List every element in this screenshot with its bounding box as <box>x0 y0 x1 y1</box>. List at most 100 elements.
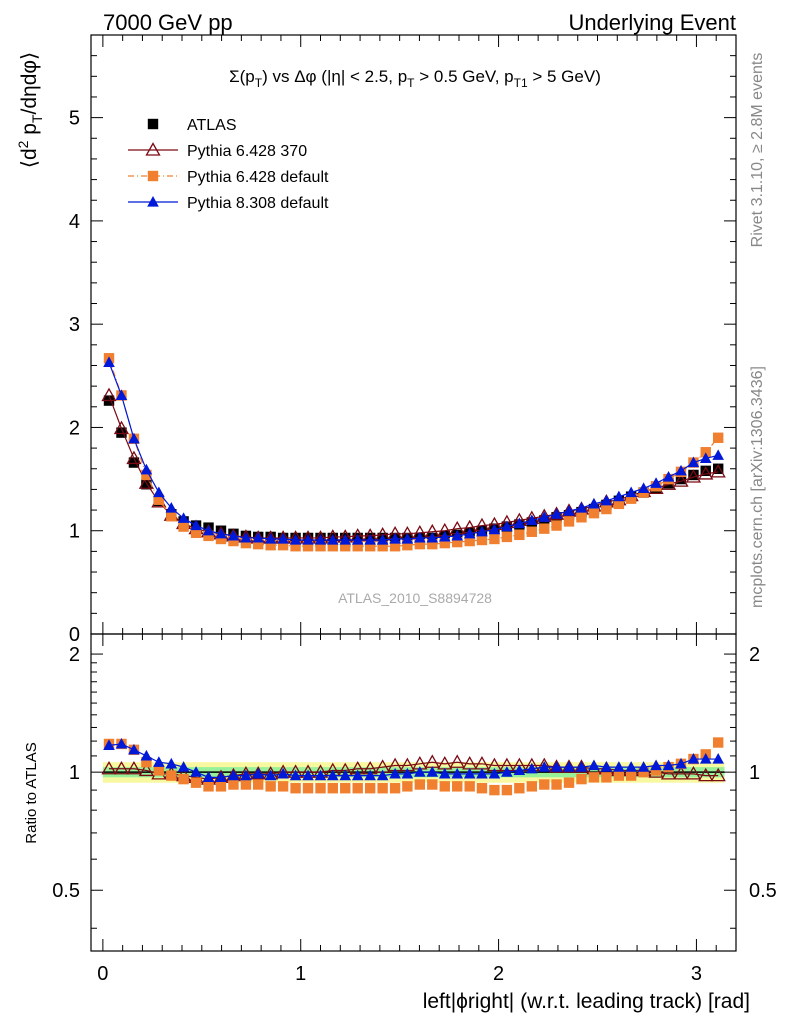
ratio-point-p6_default <box>576 773 587 785</box>
ratio-point-p6_default <box>377 783 388 794</box>
ratio-point-p6_default <box>501 784 513 796</box>
data-point-p6_default <box>327 541 338 552</box>
ratio-point-p6_default <box>452 781 463 792</box>
ratio-point-p6_370 <box>698 767 714 782</box>
data-point-p6_default <box>153 494 165 505</box>
ratio-point-p6_default <box>141 757 152 768</box>
ratio-point-p8_default <box>376 769 389 781</box>
ratio-point-p6_370 <box>250 766 266 780</box>
ratio-point-p8_default <box>637 761 650 772</box>
legend-marker-p6_default <box>147 170 159 182</box>
ratio-point-p8_default <box>687 753 700 764</box>
data-point-p6_default <box>240 537 252 549</box>
data-point-p6_default <box>439 537 450 549</box>
data-point-p6_370 <box>685 469 702 483</box>
main-series-group <box>101 353 726 552</box>
ratio-y-tick-label-right: 0.5 <box>749 880 777 902</box>
data-point-p8_default <box>488 523 501 535</box>
legend-label-p6-default: Pythia 6.428 default <box>187 169 329 186</box>
ratio-point-p8_default <box>625 761 637 772</box>
data-point-p6_default <box>576 512 587 523</box>
ratio-point-p8_default <box>712 753 724 764</box>
main-y-tick-label: 5 <box>69 108 80 130</box>
data-point-p8_default <box>662 471 675 482</box>
header-left: 7000 GeV pp <box>103 10 233 35</box>
ratio-point-p6_default <box>203 781 214 792</box>
ratio-point-p6_default <box>240 779 252 790</box>
data-point-p8_default <box>476 525 488 537</box>
data-point-p6_370 <box>710 464 726 478</box>
ratio-point-p6_370 <box>449 754 465 768</box>
ratio-point-p6_default <box>601 772 612 783</box>
legend-label-atlas: ATLAS <box>187 117 237 134</box>
ratio-point-p6_default <box>414 779 426 790</box>
ratio-point-p6_default <box>402 781 413 792</box>
data-point-p6_default <box>464 535 475 547</box>
main-panel: 0 1 2 3 4 5 ATLAS_2010_S8894728 Σ(pT) vs Δφ (… <box>15 34 737 646</box>
data-point-atlas <box>116 427 127 438</box>
data-point-p8_default <box>339 534 352 545</box>
ratio-point-p6_370 <box>673 766 689 780</box>
series-line-p8_default <box>108 362 719 541</box>
data-point-p8_default <box>351 534 364 545</box>
ratio-point-p8_default <box>190 766 202 777</box>
ratio-point-p6_default <box>315 783 326 794</box>
data-point-p6_default <box>551 520 562 531</box>
data-point-p6_370 <box>113 420 130 435</box>
ratio-point-p8_default <box>215 771 227 782</box>
ratio-point-p6_default <box>215 781 227 792</box>
data-point-p6_370 <box>698 466 714 480</box>
data-point-p6_default <box>489 533 500 545</box>
x-tick-label: 0 <box>97 963 108 985</box>
legend-marker-p6_370 <box>145 142 161 156</box>
ratio-point-p6_default <box>551 779 562 790</box>
data-point-p6_default <box>302 541 314 552</box>
ratio-y-tick-label: 0.5 <box>52 880 80 902</box>
data-point-p8_default <box>463 527 476 539</box>
data-point-p6_370 <box>673 473 689 487</box>
ratio-point-p6_default <box>327 783 338 794</box>
data-point-p8_default <box>326 534 339 545</box>
data-point-p6_default <box>427 538 438 550</box>
ratio-point-p8_default <box>501 766 513 777</box>
data-point-p8_default <box>712 449 724 460</box>
ratio-y-tick-label: 2 <box>69 644 80 666</box>
ratio-y-axis-label: Ratio to ATLAS <box>23 742 40 843</box>
data-point-p8_default <box>140 463 153 475</box>
data-point-atlas <box>712 463 724 474</box>
data-point-p8_default <box>563 505 575 516</box>
ratio-point-p8_default <box>140 749 153 761</box>
ratio-y-tick-label-right: 2 <box>749 644 760 666</box>
data-point-p6_default <box>190 527 202 538</box>
main-y-tick-label: 2 <box>69 417 80 439</box>
ratio-point-p8_default <box>165 757 178 769</box>
data-point-p6_default <box>290 541 301 552</box>
ratio-point-p8_default <box>414 766 426 777</box>
ratio-point-p8_default <box>277 767 289 779</box>
data-point-p8_default <box>414 531 426 543</box>
data-point-p6_default <box>625 493 637 504</box>
legend-label-p6-370: Pythia 6.428 370 <box>187 143 307 160</box>
data-point-p6_default <box>539 523 550 534</box>
ratio-point-p6_370 <box>113 760 130 775</box>
ratio-point-p8_default <box>314 769 327 781</box>
ratio-point-p8_default <box>613 761 625 772</box>
series-line-p6_370 <box>108 395 719 539</box>
data-point-p6_default <box>228 535 239 547</box>
data-point-p6_default <box>389 541 401 552</box>
ratio-point-p6_default <box>650 765 662 776</box>
data-point-p8_default <box>277 532 289 544</box>
ratio-point-p6_default <box>613 770 625 781</box>
mcplots-label: mcplots.cern.ch [arXiv:1306.3436] <box>749 366 766 608</box>
data-point-p6_370 <box>126 450 142 465</box>
data-point-p6_default <box>700 447 711 458</box>
ratio-point-p8_default <box>438 767 451 779</box>
data-point-p6_default <box>476 534 488 546</box>
ratio-point-p6_default <box>277 781 289 792</box>
data-point-p8_default <box>264 532 277 544</box>
ratio-point-p8_default <box>128 743 140 755</box>
chart-title: Σ(pT) vs Δφ (|η| < 2.5, pT > 0.5 GeV, pT… <box>229 67 601 90</box>
data-point-p8_default <box>153 486 165 498</box>
data-point-p6_default <box>340 541 351 552</box>
data-point-p8_default <box>675 464 687 476</box>
